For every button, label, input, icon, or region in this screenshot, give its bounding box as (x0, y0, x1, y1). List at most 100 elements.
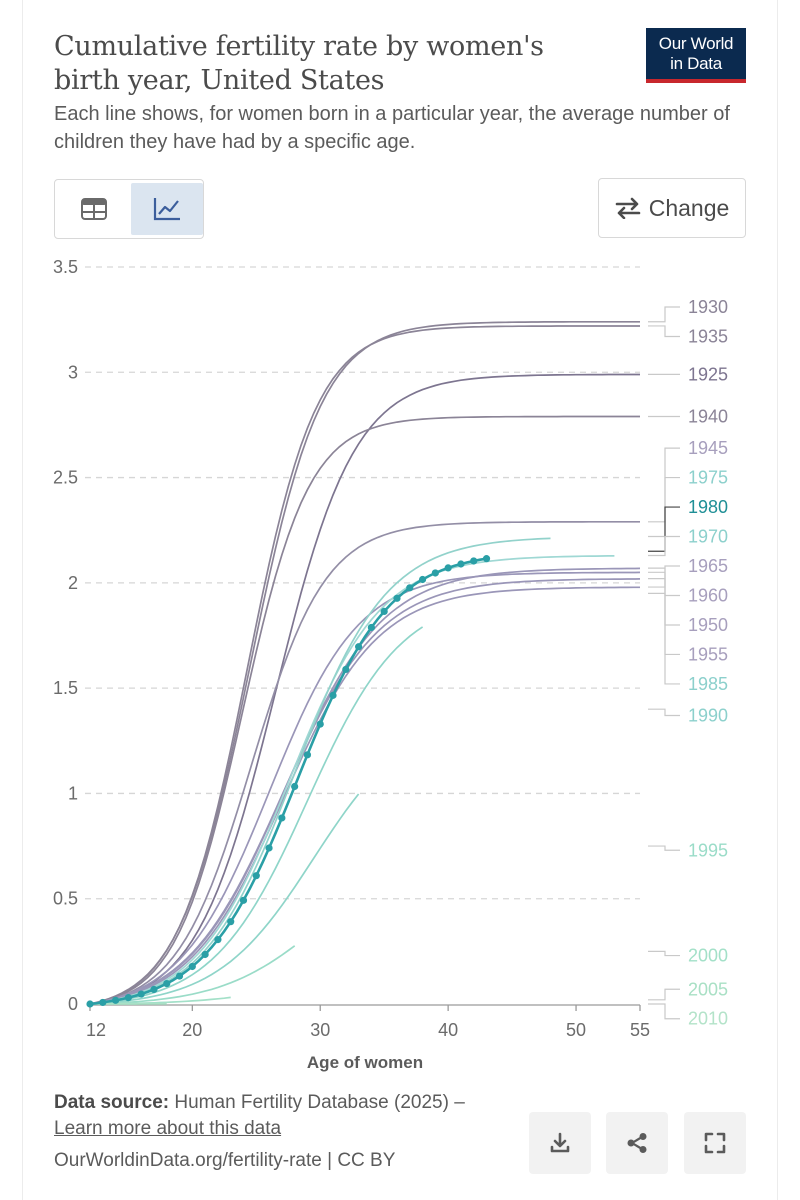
chart-subtitle: Each line shows, for women born in a par… (54, 103, 730, 153)
legend-label-1940[interactable]: 1940 (648, 407, 728, 427)
download-icon (550, 1132, 570, 1153)
y-tick-label: 2.5 (53, 468, 78, 488)
legend-label-text: 1995 (688, 840, 728, 860)
series-1970[interactable] (89, 555, 615, 1005)
data-point (227, 918, 235, 926)
legend-label-text: 1990 (688, 706, 728, 726)
label-connector (648, 1003, 680, 1020)
data-point (265, 844, 273, 852)
data-point (355, 643, 363, 651)
x-tick-label: 40 (438, 1020, 458, 1040)
legend-label-2010[interactable]: 2010 (648, 1003, 728, 1029)
chart-frame (22, 0, 778, 1200)
legend-label-text: 1965 (688, 556, 728, 576)
label-connector (648, 845, 680, 851)
series-line (89, 793, 360, 1005)
legend-label-1965[interactable]: 1965 (648, 556, 728, 588)
learn-more-link[interactable]: Learn more about this data (54, 1118, 282, 1139)
series-1960[interactable] (89, 567, 641, 1005)
label-connector (648, 950, 680, 957)
label-connector (648, 565, 680, 588)
series-1985[interactable] (89, 626, 424, 1005)
legend-label-1970[interactable]: 1970 (648, 527, 728, 557)
series-1990[interactable] (89, 793, 360, 1005)
legend-label-1995[interactable]: 1995 (648, 840, 728, 860)
y-tick-label: 0.5 (53, 889, 78, 909)
legend-label-2000[interactable]: 2000 (648, 946, 728, 966)
download-button[interactable] (529, 1112, 591, 1174)
data-point (482, 555, 491, 563)
source-text: Human Fertility Database (2025) – (174, 1092, 465, 1113)
legend-label-text: 1945 (688, 438, 728, 458)
data-point (342, 665, 350, 674)
owid-logo[interactable]: Our World in Data (646, 28, 746, 83)
fullscreen-icon (704, 1132, 726, 1154)
table-view-button[interactable] (58, 183, 130, 235)
label-connector (648, 578, 680, 656)
data-point (124, 994, 132, 1002)
view-toggle (54, 179, 204, 239)
data-source: Data source: Human Fertility Database (2… (54, 1090, 494, 1142)
series-line (89, 520, 640, 1005)
legend-label-text: 1960 (688, 585, 728, 605)
label-connector (648, 571, 680, 626)
legend-label-1985[interactable]: 1985 (648, 592, 728, 694)
legend-label-text: 1955 (688, 644, 728, 664)
chart-title: Cumulative fertility rate by women's bir… (54, 31, 544, 96)
series-1965[interactable] (89, 586, 640, 1005)
series-1995[interactable] (89, 945, 296, 1005)
change-label: Change (648, 194, 730, 221)
label-connector (648, 325, 680, 338)
change-country-button[interactable]: Change (598, 178, 746, 238)
series-1945[interactable] (89, 520, 640, 1005)
share-button[interactable] (606, 1112, 668, 1174)
data-point (99, 998, 107, 1007)
series-line (89, 415, 640, 1005)
data-point (278, 814, 286, 822)
series-1925[interactable] (89, 373, 640, 1005)
data-point (214, 936, 222, 944)
data-point (111, 996, 120, 1004)
legend-label-1930[interactable]: 1930 (648, 297, 728, 323)
series-line (89, 555, 615, 1005)
legend-label-1925[interactable]: 1925 (648, 364, 728, 384)
chart-view-button[interactable] (131, 183, 203, 235)
x-axis-label: Age of women (307, 1053, 423, 1072)
label-connector (648, 592, 680, 685)
label-connector (648, 535, 680, 557)
series-line (89, 945, 296, 1005)
series-1930[interactable] (89, 320, 640, 1005)
legend-label-text: 1950 (688, 615, 728, 635)
y-tick-label: 0 (68, 994, 78, 1014)
label-connector (648, 506, 680, 552)
label-connector (648, 988, 680, 1001)
data-point (252, 872, 260, 880)
series-1935[interactable] (89, 325, 640, 1005)
data-point (367, 623, 375, 632)
data-point (406, 584, 414, 592)
y-tick-label: 3 (68, 362, 78, 382)
data-point (393, 594, 401, 602)
legend-label-text: 2005 (688, 979, 728, 999)
series-1950[interactable] (89, 571, 641, 1005)
y-tick-label: 2 (68, 573, 78, 593)
fullscreen-button[interactable] (684, 1112, 746, 1174)
x-tick-label: 12 (86, 1020, 106, 1040)
data-point (431, 569, 439, 577)
series-1940[interactable] (89, 415, 640, 1005)
legend-label-text: 2010 (688, 1009, 728, 1029)
legend-label-1935[interactable]: 1935 (648, 325, 728, 347)
legend-label-2005[interactable]: 2005 (648, 979, 728, 1001)
legend-label-1990[interactable]: 1990 (648, 706, 728, 726)
legend-label-1980[interactable]: 1980 (648, 497, 728, 552)
swap-arrows-icon (615, 197, 641, 219)
series-line (89, 320, 640, 1005)
table-icon (81, 198, 107, 220)
data-point (470, 557, 478, 565)
data-point (137, 990, 145, 998)
data-point (329, 691, 337, 699)
series-1980[interactable] (86, 555, 491, 1008)
data-point (457, 560, 465, 568)
legend-label-text: 1985 (688, 674, 728, 694)
legend-label-text: 1930 (688, 297, 728, 317)
